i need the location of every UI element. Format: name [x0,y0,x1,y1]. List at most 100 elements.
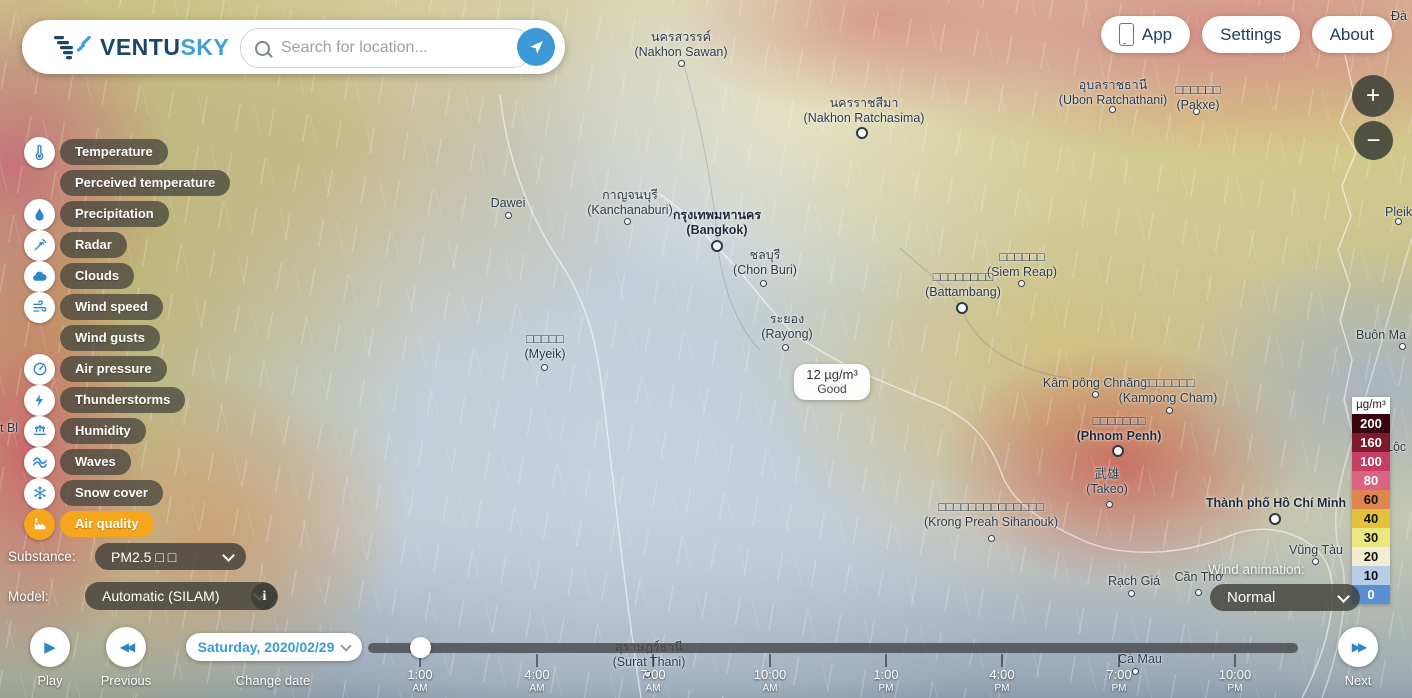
time-label: 4:00 PM [989,667,1015,695]
map-label-pleiku: Pleik [1385,205,1412,219]
sidebar-item-wind-gusts: Wind gusts [24,325,230,351]
legend-stop: 0 [1352,585,1390,604]
timeline-bar[interactable] [368,643,1298,653]
city-dot [1018,280,1025,287]
fast-forward-icon: ▶▶ [1351,640,1368,654]
map-label-dawei: Dawei [490,196,526,210]
current-date: Saturday, 2020/02/29 [197,639,335,655]
timeline-tick [885,654,887,667]
sidebar-item-perceived-temperature: Perceived temperature [24,170,231,196]
geolocate-button[interactable] [517,28,555,66]
thermometer-icon [24,136,55,168]
phone-icon [1118,23,1134,46]
map-label-nakhon-sawan: นครสวรรค์ (Nakhon Sawan) [634,30,728,59]
air-quality-tooltip: 12 µg/m³ Good [794,364,870,400]
sidebar-item-snow-cover: Snow cover [24,477,230,509]
sidebar-item-clouds: Clouds [24,260,230,292]
sidebar-item-wind-speed: Wind speed [24,291,230,323]
model-info-button[interactable]: i [251,583,278,610]
date-picker[interactable]: Saturday, 2020/02/29 [186,633,362,661]
city-dot [856,127,868,139]
factory-icon [24,508,55,540]
timeline-tick [536,654,538,667]
app-button[interactable]: App [1100,16,1191,53]
city-dot [956,302,968,314]
sidebar-item-precipitation: Precipitation [24,198,230,230]
cloud-icon [24,260,55,292]
previous-label: Previous [100,673,152,688]
map-label-bangkok: กรุงเทพมหานคร (Bangkok) [672,208,762,237]
map-label-loc: Lộc [1386,440,1407,454]
map-label-kanchanaburi: กาญจนบุรี (Kanchanaburi) [587,188,673,217]
substance-label: Substance: [8,549,76,564]
substance-dropdown[interactable]: PM2.5 □ □ [95,543,246,570]
map-label-chon-buri: ชลบุรี (Chon Buri) [733,248,797,277]
city-dot [782,344,789,351]
legend-stop: 100 [1352,452,1390,471]
timeline-tick [1234,654,1236,667]
city-dot [1109,106,1116,113]
location-arrow-icon [529,40,543,54]
zoom-out-button[interactable]: − [1354,121,1393,160]
change-date-label: Change date [235,673,311,688]
map-label-phnom-penh: □□□□□□□ (Phnom Penh) [1076,414,1162,443]
zoom-in-button[interactable]: + [1352,75,1394,117]
city-dot [711,240,723,252]
legend-stop: 10 [1352,566,1390,585]
settings-button[interactable]: Settings [1202,16,1300,53]
sidebar-item-temperature: Temperature [24,136,230,168]
legend-stop: 160 [1352,433,1390,452]
sidebar-item-radar: Radar [24,229,230,261]
sidebar-item-humidity: Humidity [24,415,230,447]
play-button[interactable]: ▶ [30,627,70,667]
top-bar: VENTU SKY [22,20,565,74]
model-label: Model: [8,589,49,604]
previous-button[interactable]: ◀◀ [106,627,146,667]
city-dot [1395,218,1402,225]
legend-stop: 20 [1352,547,1390,566]
sidebar-item-air-quality: Air quality [24,508,230,540]
time-label: 1:00 AM [407,667,433,695]
model-dropdown[interactable]: Automatic (SILAM) [85,582,277,610]
timeline-knob[interactable] [410,637,431,658]
map-label-rayong: ระยอง (Rayong) [761,312,813,341]
logo-text-ventu: VENTU [100,33,181,60]
city-dot [644,671,651,678]
city-dot [1269,513,1281,525]
next-button[interactable]: ▶▶ [1338,627,1378,667]
chevron-down-icon [340,639,353,652]
chevron-down-icon [222,548,235,562]
time-label: 7:00 AM [640,667,666,695]
about-button[interactable]: About [1311,16,1392,53]
time-label: 10:00 PM [1218,667,1252,695]
wind-animation-label: Wind animation: [1208,562,1305,577]
radar-icon [24,229,55,261]
lightning-icon [24,384,55,416]
city-dot [1312,558,1319,565]
city-dot [1195,589,1202,596]
minus-icon: − [1366,126,1381,154]
gauge-icon [24,353,55,385]
map-label-vung-tau: Vũng Tàu [1289,543,1343,557]
city-dot [1399,343,1406,350]
timeline-tick [1118,654,1120,667]
map-label-ca-mau: Cà Mau [1118,652,1162,666]
city-dot [1166,407,1173,414]
map-label-nakhon-ratchasima: นครราชสีมา (Nakhon Ratchasima) [803,96,925,125]
ventusky-logo[interactable]: VENTU SKY [52,30,229,64]
wind-animation-dropdown[interactable]: Normal [1210,584,1360,611]
location-search [240,28,532,68]
search-input[interactable] [279,38,503,58]
map-label-ubon-ratchathani: อุบลราชธานี (Ubon Ratchathani) [1058,78,1168,107]
time-label: 7:00 PM [1106,667,1132,695]
timeline-tick [419,654,421,667]
humidity-icon [24,415,55,447]
legend-stop: 30 [1352,528,1390,547]
logo-text-sky: SKY [180,33,230,60]
map-label-sihanoukville: □□□□□□□□□□□□□□ (Krong Preah Sihanouk) [923,500,1059,529]
city-dot [541,364,548,371]
city-dot [1132,668,1139,675]
legend-stop: 80 [1352,471,1390,490]
plus-icon: + [1365,82,1380,109]
